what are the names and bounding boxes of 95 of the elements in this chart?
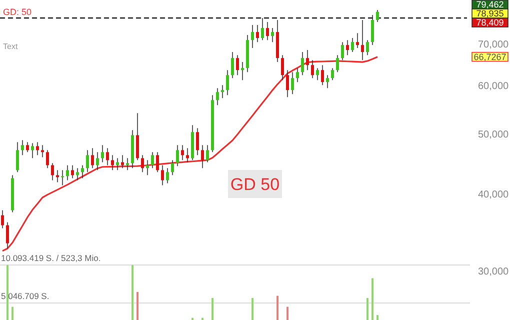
- bar: [132, 265, 134, 320]
- candlestick: [356, 32, 359, 48]
- candlestick: [376, 10, 379, 22]
- candlestick: [316, 68, 319, 80]
- candlestick: [61, 170, 64, 186]
- annotation: Text: [3, 42, 18, 51]
- candlestick: [156, 152, 159, 173]
- annotation: GD: 50: [3, 7, 32, 18]
- bar: [276, 296, 278, 320]
- bar: [12, 306, 14, 320]
- candlestick: [51, 162, 54, 181]
- candlestick: [226, 70, 229, 96]
- candlestick: [111, 154, 114, 171]
- candlestick: [281, 54, 284, 80]
- candlestick: [171, 160, 174, 176]
- candlestick: [81, 164, 84, 179]
- candlestick: [286, 70, 289, 98]
- candlestick: [336, 54, 339, 73]
- candlestick: [21, 140, 24, 156]
- candlestick: [266, 22, 269, 40]
- candlestick: [371, 14, 374, 46]
- candlestick: [311, 60, 314, 78]
- y-tick-label: 70,000: [478, 40, 510, 51]
- text: 78,935: [476, 8, 504, 19]
- series-label: GD 50: [230, 174, 280, 194]
- candlestick: [201, 144, 204, 169]
- candlestick: [291, 72, 294, 94]
- line-series: [2, 56, 378, 252]
- candlestick: [186, 148, 189, 163]
- bar: [212, 298, 214, 320]
- candlestick: [126, 158, 129, 171]
- candlestick: [101, 144, 104, 163]
- candlestick: [56, 170, 59, 183]
- candlestick: [46, 150, 49, 169]
- candlestick: [321, 64, 324, 86]
- candlestick: [206, 144, 209, 163]
- candlestick: [36, 142, 39, 156]
- bar: [6, 265, 8, 320]
- candlestick: [176, 144, 179, 167]
- candlestick: [216, 88, 219, 106]
- text: 79,462: [476, 0, 504, 10]
- candlestick: [141, 154, 144, 173]
- candlestick: [6, 222, 9, 249]
- y-tick-label: 60,000: [478, 80, 510, 92]
- candlestick: [346, 40, 349, 56]
- candlestick: [306, 50, 309, 70]
- candlestick: [106, 148, 109, 166]
- candlestick: [71, 164, 74, 179]
- candlestick: [351, 38, 354, 52]
- candlestick: [166, 168, 169, 184]
- candlestick: [361, 20, 364, 60]
- y-tick-label: 30,000: [478, 266, 510, 278]
- candlestick: [181, 144, 184, 161]
- candlestick: [231, 52, 234, 78]
- text: 66,7267: [474, 52, 506, 62]
- candlestick: [331, 68, 334, 80]
- bar: [372, 278, 374, 320]
- y-tick-label: 40,000: [478, 189, 510, 200]
- bar: [286, 306, 288, 320]
- candlestick: [241, 62, 244, 80]
- bar: [376, 315, 378, 320]
- candlestick: [96, 152, 99, 171]
- candlestick: [66, 164, 69, 181]
- candlestick: [221, 84, 224, 99]
- candlestick: [136, 112, 139, 161]
- candlestick: [326, 74, 329, 88]
- bar: [136, 292, 138, 320]
- candlestick: [91, 148, 94, 169]
- bar: [366, 298, 368, 320]
- candlestick: [161, 164, 164, 186]
- text: 78,409: [476, 18, 504, 28]
- ref-line-label: 10.093.419 S. / 523,3 Mio.: [1, 253, 101, 263]
- y-tick-label: 50,000: [478, 130, 510, 141]
- bar: [252, 298, 254, 320]
- candlestick: [146, 160, 149, 176]
- candlestick: [116, 158, 119, 171]
- candlestick: [196, 128, 199, 156]
- candlestick: [296, 68, 299, 82]
- candlestick: [76, 168, 79, 181]
- candlestick: [251, 24, 254, 48]
- candlestick: [16, 142, 19, 173]
- candlestick: [26, 142, 29, 153]
- candlestick: [1, 210, 4, 229]
- candlestick: [236, 54, 239, 76]
- candlestick: [341, 42, 344, 60]
- candlestick: [31, 142, 34, 159]
- candlestick: [151, 152, 154, 169]
- candlestick: [41, 144, 44, 158]
- candlestick: [256, 24, 259, 42]
- candlestick: [366, 40, 369, 56]
- candlestick: [261, 18, 264, 40]
- candlestick: [121, 154, 124, 169]
- candlestick: [301, 52, 304, 76]
- candlestick: [271, 28, 274, 42]
- candlestick: [86, 150, 89, 173]
